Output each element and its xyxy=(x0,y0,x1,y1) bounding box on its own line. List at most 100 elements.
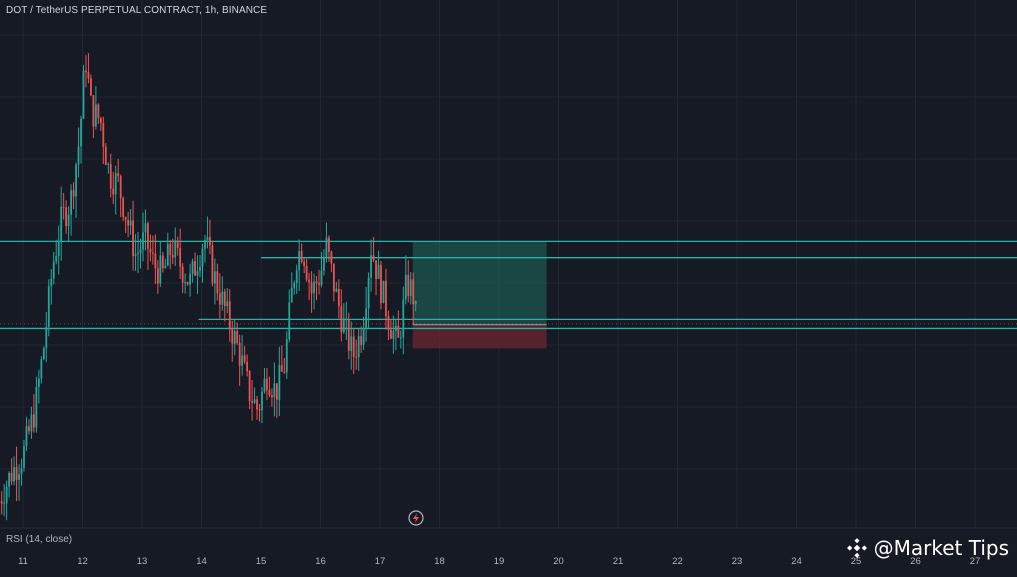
candle-body xyxy=(340,306,342,332)
candle-body xyxy=(45,327,47,348)
candle-body xyxy=(53,261,55,278)
candle-body xyxy=(231,329,233,343)
candle-body xyxy=(172,255,174,258)
candle-body xyxy=(278,365,280,400)
candle-body xyxy=(251,401,253,403)
position-profit-zone xyxy=(413,241,547,324)
candle-body xyxy=(157,268,159,283)
candle-body xyxy=(415,301,417,304)
candle-body xyxy=(224,292,226,306)
candle-body xyxy=(348,319,350,351)
candle-body xyxy=(35,387,37,428)
candle-body xyxy=(130,220,132,225)
candle-body xyxy=(363,328,365,345)
candle-body xyxy=(184,282,186,283)
candle-body xyxy=(283,371,285,372)
candle-body xyxy=(298,251,300,270)
candle-body xyxy=(331,252,333,264)
candle-body xyxy=(85,71,87,73)
candle-body xyxy=(338,289,340,307)
x-tick-label: 24 xyxy=(791,556,802,567)
candle-body xyxy=(33,414,35,427)
candle-body xyxy=(115,173,117,194)
candle-body xyxy=(259,409,261,410)
candle-body xyxy=(189,274,191,285)
candle-body xyxy=(43,348,45,359)
candle-body xyxy=(102,123,104,147)
candle-body xyxy=(296,270,298,283)
candle-body xyxy=(120,176,122,198)
candle-body xyxy=(26,426,28,446)
x-tick-label: 11 xyxy=(18,556,28,567)
candle-body xyxy=(229,301,231,329)
candle-body xyxy=(95,104,97,126)
watermark-text: @Market Tips xyxy=(874,536,1009,560)
candle-body xyxy=(132,220,134,256)
candle-body xyxy=(368,278,370,309)
x-tick-label: 23 xyxy=(732,556,743,567)
candle-body xyxy=(373,255,375,260)
candle-body xyxy=(402,299,404,337)
candle-body xyxy=(239,343,241,366)
candle-body xyxy=(38,378,40,386)
candle-body xyxy=(209,237,211,245)
candle-body xyxy=(182,267,184,283)
candle-body xyxy=(370,255,372,277)
candle-body xyxy=(358,336,360,357)
candle-body xyxy=(326,238,328,259)
candle-body xyxy=(214,271,216,283)
rsi-indicator-label[interactable]: RSI (14, close) xyxy=(6,534,72,545)
x-tick-label: 22 xyxy=(672,556,683,567)
candle-body xyxy=(397,326,399,338)
candle-body xyxy=(333,264,335,292)
candle-body xyxy=(199,267,201,271)
candle-body xyxy=(65,207,67,226)
candle-body xyxy=(241,355,243,365)
candle-body xyxy=(236,331,238,343)
candle-body xyxy=(204,240,206,249)
candle-body xyxy=(3,503,5,504)
candle-body xyxy=(350,336,352,351)
candle-body xyxy=(11,473,13,482)
candle-body xyxy=(18,474,20,480)
candle-body xyxy=(6,487,8,504)
candle-body xyxy=(388,316,390,330)
candle-body xyxy=(221,292,223,305)
candle-body xyxy=(311,282,313,293)
candle-body xyxy=(323,258,325,271)
candle-body xyxy=(83,71,85,119)
candle-body xyxy=(316,281,318,283)
candle-body xyxy=(390,330,392,339)
candle-body xyxy=(125,217,127,220)
lightning-icon[interactable] xyxy=(408,510,424,526)
candle-body xyxy=(80,119,82,147)
candle-body xyxy=(234,331,236,344)
x-tick-label: 16 xyxy=(315,556,326,567)
candle-body xyxy=(40,359,42,378)
candle-body xyxy=(145,223,147,232)
candle-body xyxy=(271,395,273,397)
candle-body xyxy=(147,223,149,249)
candle-body xyxy=(266,379,268,391)
chart-title: DOT / TetherUS PERPETUAL CONTRACT, 1h, B… xyxy=(6,5,267,16)
candle-body xyxy=(23,446,25,468)
candle-body xyxy=(308,280,310,283)
candle-body xyxy=(226,301,228,306)
candle-body xyxy=(60,207,62,242)
x-tick-label: 19 xyxy=(494,556,505,567)
candle-body xyxy=(197,271,199,275)
candle-body xyxy=(303,262,305,266)
candle-body xyxy=(112,188,114,194)
x-tick-label: 12 xyxy=(77,556,88,567)
candle-body xyxy=(179,248,181,267)
candle-body xyxy=(202,249,204,267)
candle-body xyxy=(55,256,57,262)
candle-body xyxy=(1,501,3,503)
candle-body xyxy=(137,253,139,254)
candle-body xyxy=(293,283,295,288)
candle-body xyxy=(219,293,221,304)
candle-body xyxy=(192,261,194,274)
candle-body xyxy=(261,392,263,411)
